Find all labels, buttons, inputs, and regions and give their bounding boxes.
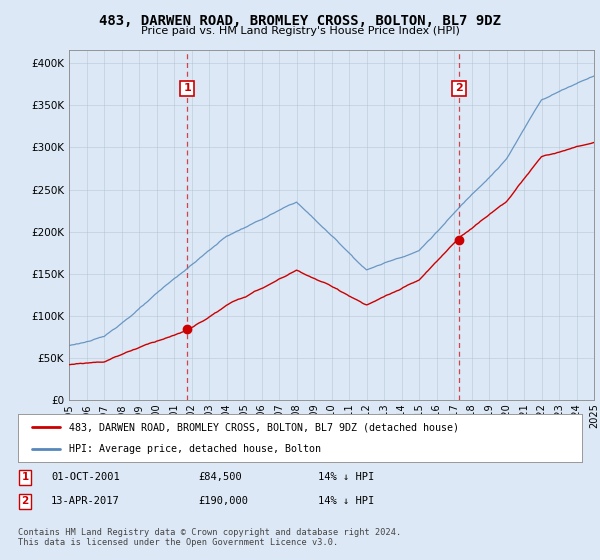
Text: 483, DARWEN ROAD, BROMLEY CROSS, BOLTON, BL7 9DZ: 483, DARWEN ROAD, BROMLEY CROSS, BOLTON,…	[99, 14, 501, 28]
Text: Contains HM Land Registry data © Crown copyright and database right 2024.
This d: Contains HM Land Registry data © Crown c…	[18, 528, 401, 547]
Text: £190,000: £190,000	[198, 496, 248, 506]
Text: £84,500: £84,500	[198, 472, 242, 482]
Text: HPI: Average price, detached house, Bolton: HPI: Average price, detached house, Bolt…	[69, 444, 321, 454]
Text: 483, DARWEN ROAD, BROMLEY CROSS, BOLTON, BL7 9DZ (detached house): 483, DARWEN ROAD, BROMLEY CROSS, BOLTON,…	[69, 422, 459, 432]
Text: 1: 1	[183, 83, 191, 94]
Text: 01-OCT-2001: 01-OCT-2001	[51, 472, 120, 482]
Text: Price paid vs. HM Land Registry's House Price Index (HPI): Price paid vs. HM Land Registry's House …	[140, 26, 460, 36]
Text: 2: 2	[22, 496, 29, 506]
Text: 14% ↓ HPI: 14% ↓ HPI	[318, 472, 374, 482]
Text: 14% ↓ HPI: 14% ↓ HPI	[318, 496, 374, 506]
Text: 2: 2	[455, 83, 463, 94]
Text: 1: 1	[22, 472, 29, 482]
Text: 13-APR-2017: 13-APR-2017	[51, 496, 120, 506]
